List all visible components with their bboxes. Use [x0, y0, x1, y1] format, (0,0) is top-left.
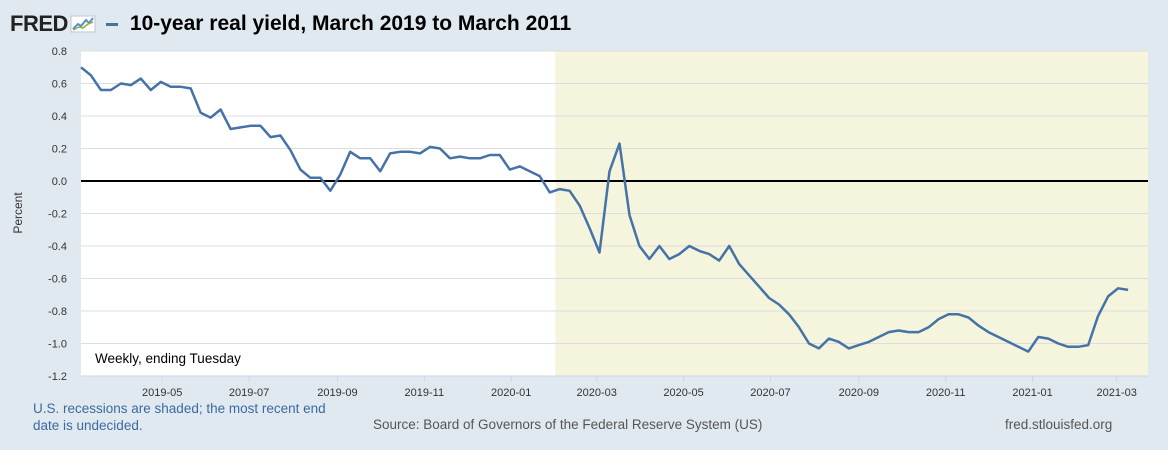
logo-graph-icon — [70, 15, 96, 33]
source-text: Source: Board of Governors of the Federa… — [373, 417, 763, 432]
y-tick-label: 0.6 — [52, 79, 67, 91]
y-tick-label: 0.2 — [52, 144, 67, 156]
y-tick-label: 0.4 — [52, 111, 67, 123]
x-tick-label: 2021-01 — [1012, 387, 1052, 399]
series-line-real-yield[interactable] — [80, 66, 1129, 353]
legend-swatch — [105, 22, 118, 26]
x-tick-label: 2019-11 — [405, 387, 445, 399]
x-tick-label: 2020-01 — [491, 387, 531, 399]
fred-logo[interactable]: FRED — [10, 11, 68, 36]
recession-note: U.S. recessions are shaded; the most rec… — [33, 401, 326, 433]
frequency-annotation: Weekly, ending Tuesday — [95, 351, 241, 366]
x-tick-label: 2021-03 — [1096, 387, 1136, 399]
x-tick-label: 2020-05 — [663, 387, 703, 399]
chart-title: 10-year real yield, March 2019 to March … — [129, 12, 572, 35]
y-tick-label: -0.2 — [48, 209, 67, 221]
y-tick-label: -1.0 — [48, 339, 67, 351]
y-tick-label: -0.8 — [48, 306, 67, 318]
x-axis: 2019-05 2019-07 2019-09 2019-11 2020-01 2020-… — [81, 375, 1148, 399]
y-tick-label: -0.6 — [48, 274, 67, 286]
y-axis-label: Percent — [11, 192, 25, 234]
header: FRED 10-year real yield, March 2019 to M… — [10, 8, 571, 40]
y-axis: 0.8 0.6 0.4 0.2 0.0 -0.2 -0.4 -0.6 -0.8 -1.0 -1.2 — [48, 46, 67, 383]
y-tick-label: 0.0 — [52, 176, 67, 188]
y-tick-label: -1.2 — [48, 371, 67, 383]
x-tick-label: 2019-09 — [317, 387, 357, 399]
x-tick-label: 2020-09 — [839, 387, 879, 399]
x-tick-label: 2020-03 — [577, 387, 617, 399]
x-tick-label: 2019-07 — [229, 387, 269, 399]
x-tick-label: 2019-05 — [142, 387, 182, 399]
x-tick-label: 2020-07 — [750, 387, 790, 399]
y-tick-label: 0.8 — [52, 46, 67, 58]
x-tick-label: 2020-11 — [926, 387, 966, 399]
y-tick-label: -0.4 — [48, 241, 67, 253]
site-link[interactable]: fred.stlouisfed.org — [1005, 417, 1113, 432]
